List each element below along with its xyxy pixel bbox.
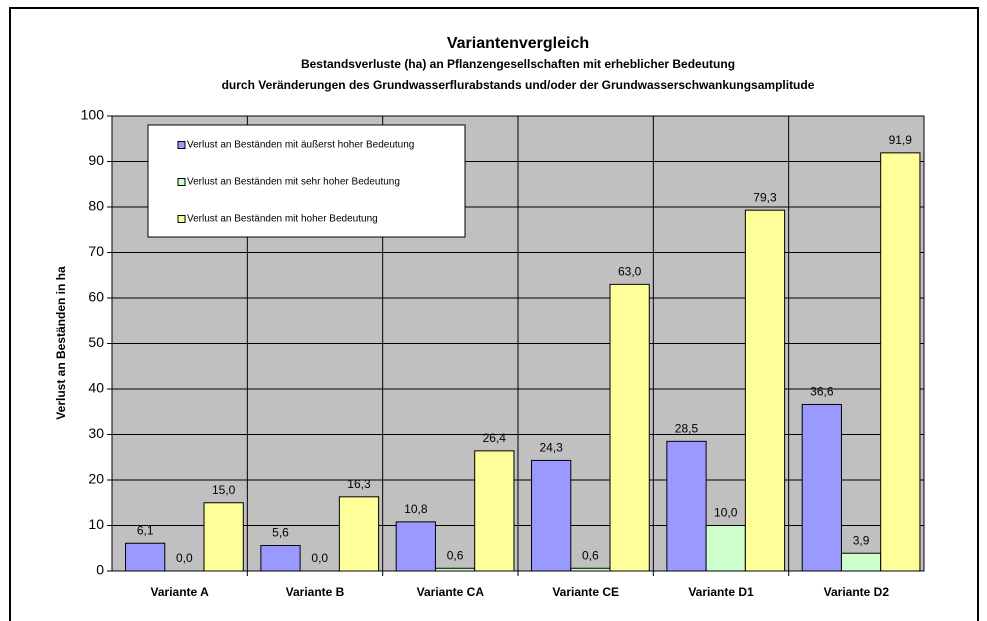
y-tick-label: 40 bbox=[88, 380, 104, 396]
bar bbox=[880, 152, 921, 572]
x-tick-label: Variante A bbox=[151, 585, 210, 599]
legend-label: Verlust an Beständen mit sehr hoher Bede… bbox=[187, 177, 400, 188]
legend-label: Verlust an Beständen mit äußerst hoher B… bbox=[187, 140, 414, 151]
x-tick-label: Variante CA bbox=[417, 585, 485, 599]
value-label: 5,6 bbox=[272, 526, 289, 540]
legend-key bbox=[177, 141, 186, 149]
y-tick-label: 100 bbox=[81, 107, 105, 123]
bar bbox=[434, 567, 476, 572]
bar bbox=[125, 542, 166, 572]
y-tick-label: 20 bbox=[88, 471, 104, 487]
value-label: 16,3 bbox=[347, 477, 371, 491]
x-tick-label: Variante CE bbox=[552, 585, 619, 599]
value-label: 36,6 bbox=[810, 385, 834, 399]
legend-box bbox=[147, 124, 466, 238]
chart-title: Variantenvergleich bbox=[447, 35, 589, 52]
x-tick-label: Variante D1 bbox=[688, 585, 754, 599]
y-tick-label: 10 bbox=[88, 516, 104, 532]
y-tick-label: 60 bbox=[88, 289, 104, 305]
bar bbox=[203, 502, 244, 572]
value-label: 0,6 bbox=[447, 548, 464, 562]
value-label: 0,6 bbox=[582, 548, 599, 562]
value-label: 6,1 bbox=[137, 523, 154, 537]
y-tick-label: 0 bbox=[96, 562, 104, 578]
y-tick-label: 70 bbox=[88, 243, 104, 259]
legend-label: Verlust an Beständen mit hoher Bedeutung bbox=[187, 214, 378, 225]
y-axis-label: Verlust an Beständen in ha bbox=[54, 266, 68, 420]
value-label: 10,8 bbox=[404, 502, 428, 516]
bar bbox=[260, 545, 301, 572]
x-tick-label: Variante D2 bbox=[824, 585, 890, 599]
value-label: 24,3 bbox=[539, 441, 563, 455]
value-label: 3,9 bbox=[853, 533, 870, 547]
legend-key bbox=[177, 178, 186, 186]
value-label: 26,4 bbox=[483, 431, 507, 445]
bar bbox=[666, 440, 707, 572]
value-label: 91,9 bbox=[889, 133, 913, 147]
bar bbox=[609, 283, 650, 572]
bar bbox=[705, 525, 746, 572]
chart-subtitle: durch Veränderungen des Grundwasserflura… bbox=[222, 78, 815, 92]
value-label: 15,0 bbox=[212, 483, 236, 497]
bar bbox=[395, 521, 436, 572]
value-label: 28,5 bbox=[675, 421, 699, 435]
chart-subtitle: Bestandsverluste (ha) an Pflanzengesells… bbox=[301, 57, 735, 71]
value-label: 63,0 bbox=[618, 265, 642, 279]
value-label: 0,0 bbox=[176, 551, 193, 565]
bar bbox=[744, 209, 786, 572]
value-label: 0,0 bbox=[311, 551, 328, 565]
y-tick-label: 80 bbox=[88, 198, 104, 214]
bar bbox=[474, 450, 515, 572]
value-label: 10,0 bbox=[714, 506, 738, 520]
legend-key bbox=[177, 215, 186, 223]
value-label: 79,3 bbox=[753, 190, 777, 204]
bar bbox=[801, 403, 842, 572]
x-tick-label: Variante B bbox=[286, 585, 345, 599]
bar bbox=[840, 552, 882, 572]
y-tick-label: 90 bbox=[88, 152, 104, 168]
y-tick-label: 30 bbox=[88, 425, 104, 441]
y-tick-label: 50 bbox=[88, 334, 104, 350]
bar bbox=[570, 567, 611, 572]
bar bbox=[531, 459, 572, 572]
bar bbox=[338, 496, 380, 572]
